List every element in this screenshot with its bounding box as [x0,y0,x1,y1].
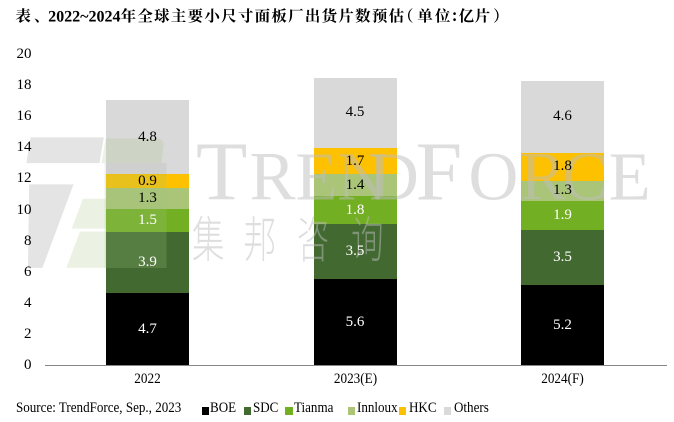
svg-text:R: R [250,139,296,215]
svg-text:F: F [416,126,463,219]
svg-text:N: N [337,139,387,215]
svg-text:R: R [520,139,566,215]
svg-text:E: E [609,139,651,215]
svg-text:O: O [469,139,519,215]
svg-text:T: T [196,126,247,219]
svg-text:D: D [369,139,419,215]
svg-text:C: C [562,139,608,215]
svg-text:E: E [296,139,338,215]
